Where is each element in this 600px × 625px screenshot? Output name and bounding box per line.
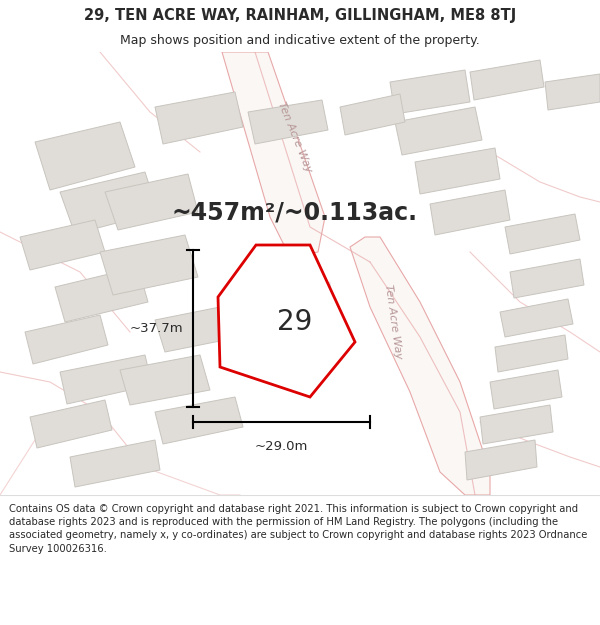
- Polygon shape: [430, 190, 510, 235]
- Text: 29: 29: [277, 308, 313, 336]
- Polygon shape: [55, 267, 148, 322]
- Polygon shape: [415, 148, 500, 194]
- Polygon shape: [70, 440, 160, 487]
- Polygon shape: [155, 92, 243, 144]
- Polygon shape: [155, 305, 240, 352]
- Text: Contains OS data © Crown copyright and database right 2021. This information is : Contains OS data © Crown copyright and d…: [9, 504, 587, 554]
- Text: ~37.7m: ~37.7m: [130, 322, 183, 335]
- Polygon shape: [155, 397, 243, 444]
- Polygon shape: [105, 174, 198, 230]
- Text: Ten Acre Way: Ten Acre Way: [276, 100, 314, 174]
- Polygon shape: [218, 245, 355, 397]
- Polygon shape: [30, 400, 112, 448]
- Polygon shape: [470, 60, 544, 100]
- Polygon shape: [100, 235, 198, 295]
- Polygon shape: [465, 440, 537, 480]
- Polygon shape: [510, 259, 584, 298]
- Text: Map shows position and indicative extent of the property.: Map shows position and indicative extent…: [120, 34, 480, 47]
- Polygon shape: [350, 237, 490, 495]
- Text: ~29.0m: ~29.0m: [255, 440, 308, 453]
- Polygon shape: [495, 335, 568, 372]
- Polygon shape: [268, 282, 335, 330]
- Polygon shape: [505, 214, 580, 254]
- Text: 29, TEN ACRE WAY, RAINHAM, GILLINGHAM, ME8 8TJ: 29, TEN ACRE WAY, RAINHAM, GILLINGHAM, M…: [84, 8, 516, 23]
- Polygon shape: [490, 370, 562, 409]
- Polygon shape: [395, 107, 482, 155]
- Polygon shape: [390, 70, 470, 114]
- Text: ~457m²/~0.113ac.: ~457m²/~0.113ac.: [172, 200, 418, 224]
- Polygon shape: [500, 299, 573, 337]
- Polygon shape: [60, 172, 158, 234]
- Polygon shape: [340, 94, 405, 135]
- Polygon shape: [222, 52, 325, 257]
- Polygon shape: [25, 315, 108, 364]
- Polygon shape: [120, 355, 210, 405]
- Polygon shape: [545, 74, 600, 110]
- Text: Ten Acre Way: Ten Acre Way: [383, 284, 403, 360]
- Polygon shape: [35, 122, 135, 190]
- Polygon shape: [20, 220, 105, 270]
- Polygon shape: [480, 405, 553, 444]
- Polygon shape: [248, 100, 328, 144]
- Polygon shape: [60, 355, 152, 404]
